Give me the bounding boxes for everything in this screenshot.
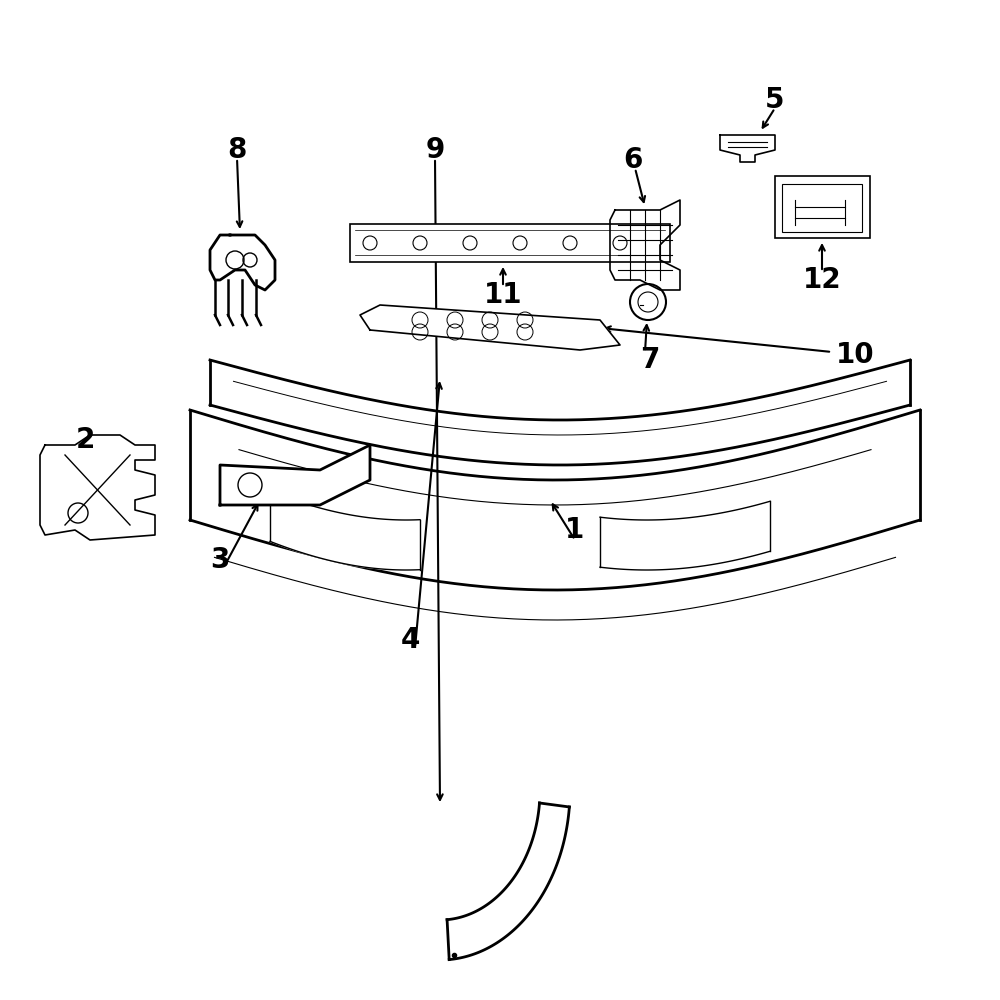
Polygon shape: [720, 135, 775, 162]
Polygon shape: [447, 803, 569, 960]
Text: 9: 9: [425, 136, 445, 164]
Polygon shape: [600, 501, 770, 570]
Text: 12: 12: [803, 266, 841, 294]
Text: 8: 8: [227, 136, 247, 164]
Text: 2: 2: [75, 426, 95, 454]
Polygon shape: [220, 445, 370, 505]
Polygon shape: [40, 435, 155, 540]
Text: 11: 11: [484, 281, 522, 309]
Polygon shape: [610, 200, 680, 290]
Circle shape: [238, 473, 262, 497]
Polygon shape: [190, 410, 920, 590]
Circle shape: [630, 284, 666, 320]
Polygon shape: [210, 235, 275, 290]
Text: 4: 4: [400, 626, 420, 654]
Text: 5: 5: [765, 86, 785, 114]
Polygon shape: [210, 360, 910, 465]
Bar: [775, 176, 870, 238]
Text: 6: 6: [623, 146, 643, 174]
Text: 1: 1: [565, 516, 585, 544]
Polygon shape: [360, 305, 620, 350]
Text: 3: 3: [210, 546, 230, 574]
Text: 10: 10: [836, 341, 874, 369]
Bar: [782, 184, 862, 232]
Text: 7: 7: [640, 346, 660, 374]
Polygon shape: [270, 491, 420, 570]
Bar: [350, 224, 670, 262]
